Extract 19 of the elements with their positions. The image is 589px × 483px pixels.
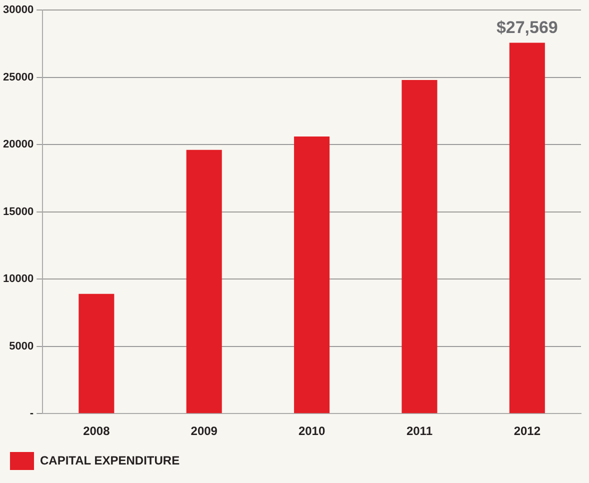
y-tick-label: 30000 (2, 4, 34, 16)
legend-label: CAPITAL EXPENDITURE (40, 453, 180, 468)
x-tick-label: 2011 (406, 424, 433, 438)
bar (294, 136, 330, 414)
y-tick-label: 15000 (2, 206, 34, 218)
y-tick-label: 25000 (2, 71, 34, 84)
bar (402, 80, 438, 414)
y-tick-label: 10000 (2, 273, 34, 286)
y-tick-label: - (30, 408, 34, 420)
data-label: $27,569 (496, 18, 558, 37)
bar (78, 294, 114, 414)
x-tick-label: 2012 (514, 424, 541, 438)
bar (509, 42, 545, 414)
bar (186, 150, 222, 414)
y-tick-label: 20000 (2, 138, 34, 151)
x-tick-label: 2008 (83, 424, 110, 438)
x-tick-label: 2009 (190, 424, 218, 438)
y-tick-label: 5000 (9, 340, 34, 352)
x-tick-label: 2010 (298, 424, 326, 438)
